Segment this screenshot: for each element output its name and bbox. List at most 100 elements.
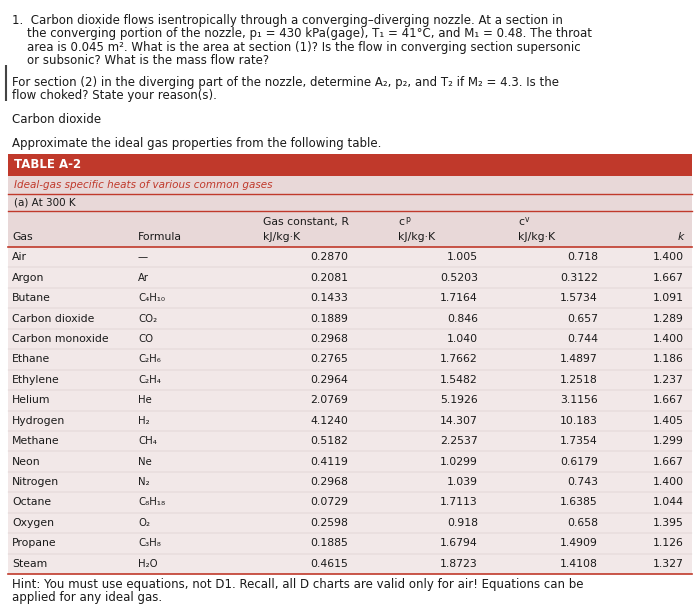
Bar (8, 533, 692, 553)
Text: 1.667: 1.667 (653, 456, 684, 467)
Text: 1.667: 1.667 (653, 273, 684, 282)
Bar (8, 247, 692, 267)
Text: 1.005: 1.005 (447, 252, 478, 262)
Text: 0.3122: 0.3122 (560, 273, 598, 282)
Text: 1.237: 1.237 (653, 375, 684, 385)
Text: 1.6794: 1.6794 (440, 538, 478, 548)
Text: 0.658: 0.658 (567, 518, 598, 528)
Text: Carbon dioxide: Carbon dioxide (12, 113, 101, 126)
Text: Formula: Formula (138, 232, 182, 242)
Bar (8, 267, 692, 288)
Text: H₂: H₂ (138, 416, 150, 426)
Bar (8, 390, 692, 410)
Text: 1.400: 1.400 (653, 334, 684, 344)
Bar (8, 513, 692, 533)
Text: Methane: Methane (12, 436, 60, 446)
Text: 1.186: 1.186 (653, 355, 684, 364)
Text: 2.0769: 2.0769 (310, 395, 348, 405)
Text: k: k (678, 232, 684, 242)
Text: 2.2537: 2.2537 (440, 436, 478, 446)
Text: H₂O: H₂O (138, 559, 158, 569)
Text: 0.2964: 0.2964 (310, 375, 348, 385)
Text: 1.8723: 1.8723 (440, 559, 478, 569)
Text: 0.846: 0.846 (447, 313, 478, 324)
Text: 1.7662: 1.7662 (440, 355, 478, 364)
Text: 1.0299: 1.0299 (440, 456, 478, 467)
Text: CH₄: CH₄ (138, 436, 157, 446)
Text: 0.2968: 0.2968 (310, 477, 348, 487)
Text: kJ/kg·K: kJ/kg·K (398, 232, 435, 242)
Text: flow choked? State your reason(s).: flow choked? State your reason(s). (12, 90, 217, 102)
Text: 1.327: 1.327 (653, 559, 684, 569)
Bar (8, 472, 692, 492)
Bar (8, 431, 692, 451)
Text: C₂H₆: C₂H₆ (138, 355, 161, 364)
Text: kJ/kg·K: kJ/kg·K (518, 232, 555, 242)
Text: p: p (405, 215, 410, 224)
Text: 1.7354: 1.7354 (560, 436, 598, 446)
Bar (8, 370, 692, 390)
Bar (8, 154, 692, 176)
Text: Neon: Neon (12, 456, 41, 467)
Bar (8, 288, 692, 308)
Text: 1.395: 1.395 (653, 518, 684, 528)
Text: 1.400: 1.400 (653, 252, 684, 262)
Text: Oxygen: Oxygen (12, 518, 54, 528)
Text: 1.4108: 1.4108 (560, 559, 598, 569)
Text: CO: CO (138, 334, 153, 344)
Text: 0.5203: 0.5203 (440, 273, 478, 282)
Text: 0.2765: 0.2765 (310, 355, 348, 364)
Text: C₃H₈: C₃H₈ (138, 538, 161, 548)
Text: Gas constant, R: Gas constant, R (263, 217, 349, 227)
Text: 1.5482: 1.5482 (440, 375, 478, 385)
Text: 0.1433: 0.1433 (310, 293, 348, 303)
Text: 1.5734: 1.5734 (560, 293, 598, 303)
Bar (8, 328, 692, 349)
Text: 1.044: 1.044 (653, 498, 684, 507)
Text: 1.091: 1.091 (653, 293, 684, 303)
Bar (8, 410, 692, 431)
Text: 1.7164: 1.7164 (440, 293, 478, 303)
Text: 1.6385: 1.6385 (560, 498, 598, 507)
Text: (a) At 300 K: (a) At 300 K (14, 198, 76, 207)
Text: 0.743: 0.743 (567, 477, 598, 487)
Text: c: c (398, 217, 404, 227)
Text: 1.040: 1.040 (447, 334, 478, 344)
Text: 0.5182: 0.5182 (310, 436, 348, 446)
Text: Butane: Butane (12, 293, 51, 303)
Text: or subsonic? What is the mass flow rate?: or subsonic? What is the mass flow rate? (12, 55, 269, 67)
Bar (8, 451, 692, 472)
Text: 5.1926: 5.1926 (440, 395, 478, 405)
Text: 10.183: 10.183 (560, 416, 598, 426)
Text: He: He (138, 395, 152, 405)
Text: Steam: Steam (12, 559, 48, 569)
Text: c: c (518, 217, 524, 227)
Text: 1.405: 1.405 (653, 416, 684, 426)
Text: Octane: Octane (12, 498, 51, 507)
Text: 0.2598: 0.2598 (310, 518, 348, 528)
Bar (8, 553, 692, 574)
Text: C₈H₁₈: C₈H₁₈ (138, 498, 165, 507)
Text: TABLE A-2: TABLE A-2 (14, 159, 81, 171)
Text: 0.2870: 0.2870 (310, 252, 348, 262)
Bar (8, 176, 692, 194)
Text: 1.  Carbon dioxide flows isentropically through a converging–diverging nozzle. A: 1. Carbon dioxide flows isentropically t… (12, 14, 563, 27)
Text: 1.299: 1.299 (653, 436, 684, 446)
Text: N₂: N₂ (138, 477, 150, 487)
Text: v: v (525, 215, 529, 224)
Text: Gas: Gas (12, 232, 33, 242)
Text: 0.918: 0.918 (447, 518, 478, 528)
Text: Carbon dioxide: Carbon dioxide (12, 313, 95, 324)
Text: Carbon monoxide: Carbon monoxide (12, 334, 109, 344)
Text: 1.4909: 1.4909 (560, 538, 598, 548)
Text: 0.657: 0.657 (567, 313, 598, 324)
Bar (8, 349, 692, 370)
Text: 1.400: 1.400 (653, 477, 684, 487)
Text: 0.4119: 0.4119 (310, 456, 348, 467)
Bar (8, 194, 692, 211)
Text: Argon: Argon (12, 273, 44, 282)
Text: Approximate the ideal gas properties from the following table.: Approximate the ideal gas properties fro… (12, 136, 382, 150)
Text: Ethane: Ethane (12, 355, 50, 364)
Text: 0.1885: 0.1885 (310, 538, 348, 548)
Text: 14.307: 14.307 (440, 416, 478, 426)
